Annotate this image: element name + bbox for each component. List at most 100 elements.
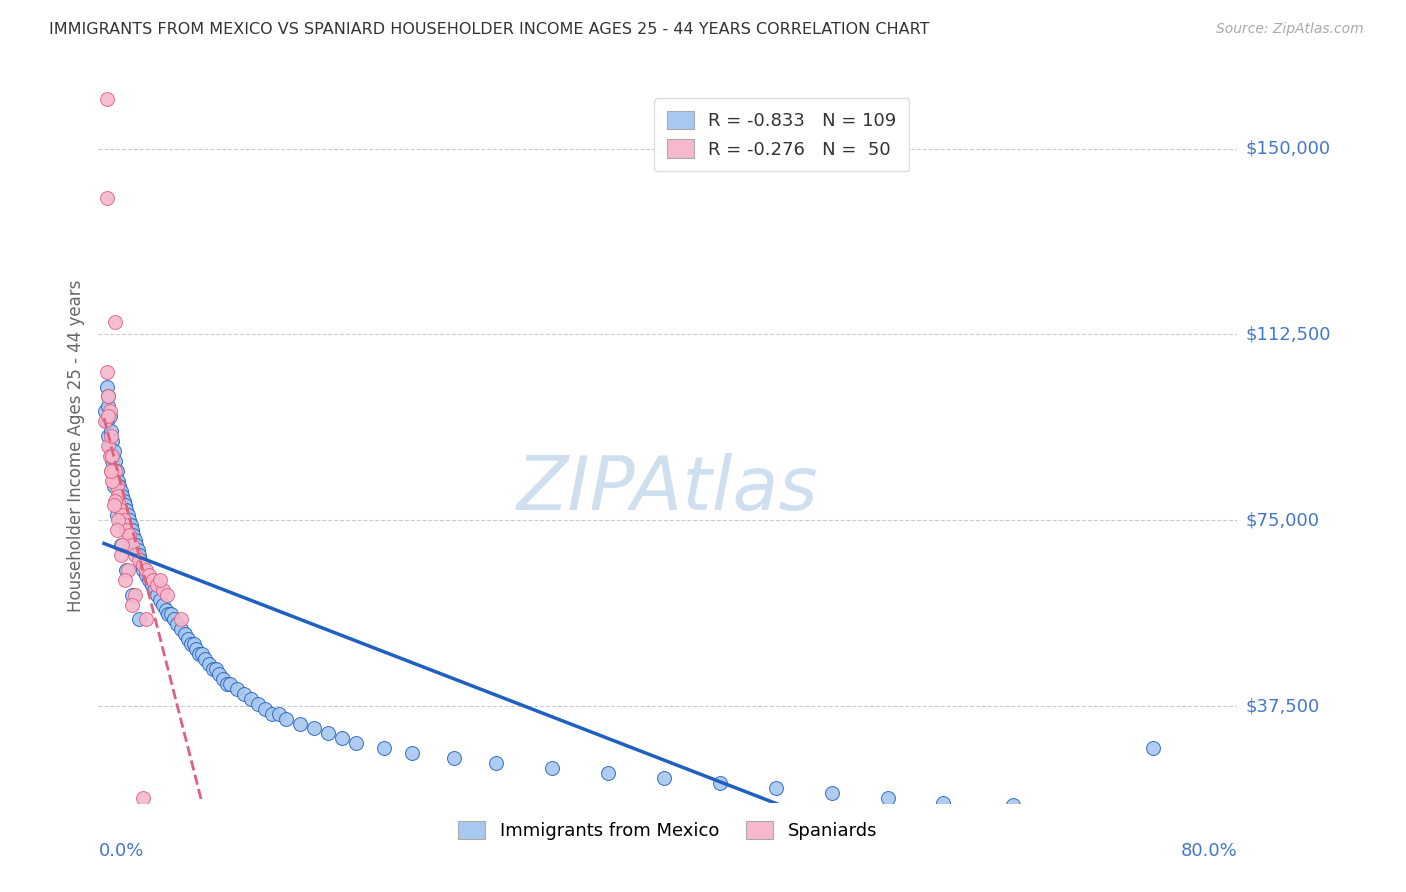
Point xyxy=(596,766,619,780)
Point xyxy=(107,513,129,527)
Point xyxy=(121,598,143,612)
Point xyxy=(96,414,118,428)
Point xyxy=(101,434,124,448)
Point xyxy=(105,464,128,478)
Point xyxy=(128,553,150,567)
Point xyxy=(105,478,128,492)
Point xyxy=(108,499,131,513)
Point xyxy=(110,548,132,562)
Point xyxy=(101,449,124,463)
Point xyxy=(129,553,152,567)
Point xyxy=(110,503,132,517)
Point xyxy=(110,499,132,513)
Text: Source: ZipAtlas.com: Source: ZipAtlas.com xyxy=(1216,22,1364,37)
Point xyxy=(105,508,128,523)
Point xyxy=(274,712,297,726)
Point xyxy=(115,503,138,517)
Point xyxy=(110,538,132,552)
Point xyxy=(96,92,118,106)
Point xyxy=(152,598,174,612)
Point xyxy=(97,409,120,424)
Point xyxy=(142,573,165,587)
Point xyxy=(121,523,143,537)
Point xyxy=(132,790,155,805)
Point xyxy=(1002,798,1025,813)
Point xyxy=(932,796,955,810)
Point xyxy=(104,474,127,488)
Point xyxy=(186,642,208,657)
Text: $150,000: $150,000 xyxy=(1246,140,1330,158)
Point xyxy=(146,588,169,602)
Point xyxy=(135,612,157,626)
Point xyxy=(94,414,117,428)
Point xyxy=(115,563,138,577)
Point xyxy=(120,518,142,533)
Point xyxy=(118,528,141,542)
Point xyxy=(111,503,134,517)
Point xyxy=(540,761,562,775)
Point xyxy=(205,662,228,676)
Text: 0.0%: 0.0% xyxy=(98,842,143,860)
Point xyxy=(103,474,125,488)
Point xyxy=(141,578,163,592)
Point xyxy=(652,771,675,785)
Point xyxy=(143,582,166,597)
Point xyxy=(124,588,146,602)
Text: $75,000: $75,000 xyxy=(1246,511,1320,529)
Text: 80.0%: 80.0% xyxy=(1181,842,1237,860)
Point xyxy=(104,493,127,508)
Point xyxy=(202,662,225,676)
Point xyxy=(146,578,169,592)
Point xyxy=(131,558,153,572)
Point xyxy=(103,478,125,492)
Point xyxy=(105,523,128,537)
Point xyxy=(128,612,150,626)
Point xyxy=(174,627,197,641)
Point xyxy=(344,736,367,750)
Point xyxy=(155,602,177,616)
Point xyxy=(114,513,136,527)
Point xyxy=(97,400,120,414)
Point xyxy=(96,191,118,205)
Point xyxy=(135,567,157,582)
Point xyxy=(132,563,155,577)
Point xyxy=(1142,741,1164,756)
Point xyxy=(97,439,120,453)
Point xyxy=(156,588,179,602)
Point xyxy=(107,489,129,503)
Point xyxy=(108,478,131,492)
Point xyxy=(100,449,122,463)
Point xyxy=(765,780,787,795)
Text: $37,500: $37,500 xyxy=(1246,698,1320,715)
Point xyxy=(118,528,141,542)
Point xyxy=(485,756,508,771)
Point xyxy=(97,389,120,403)
Text: $112,500: $112,500 xyxy=(1246,326,1331,343)
Point xyxy=(170,612,193,626)
Point xyxy=(157,607,180,622)
Point xyxy=(138,573,160,587)
Point xyxy=(138,567,160,582)
Point xyxy=(100,424,122,438)
Point xyxy=(117,508,139,523)
Point xyxy=(330,731,353,746)
Point xyxy=(104,454,127,468)
Text: IMMIGRANTS FROM MEXICO VS SPANIARD HOUSEHOLDER INCOME AGES 25 - 44 YEARS CORRELA: IMMIGRANTS FROM MEXICO VS SPANIARD HOUSE… xyxy=(49,22,929,37)
Point xyxy=(100,449,122,463)
Point xyxy=(101,474,124,488)
Point xyxy=(112,493,135,508)
Point xyxy=(103,464,125,478)
Point xyxy=(170,623,193,637)
Point xyxy=(115,518,138,533)
Point xyxy=(97,389,120,403)
Point xyxy=(111,538,134,552)
Point xyxy=(1073,805,1095,820)
Point xyxy=(122,528,145,542)
Point xyxy=(118,513,141,527)
Point xyxy=(96,365,118,379)
Point xyxy=(443,751,465,765)
Point xyxy=(105,478,128,492)
Point xyxy=(208,667,231,681)
Point xyxy=(401,746,423,760)
Point xyxy=(239,691,262,706)
